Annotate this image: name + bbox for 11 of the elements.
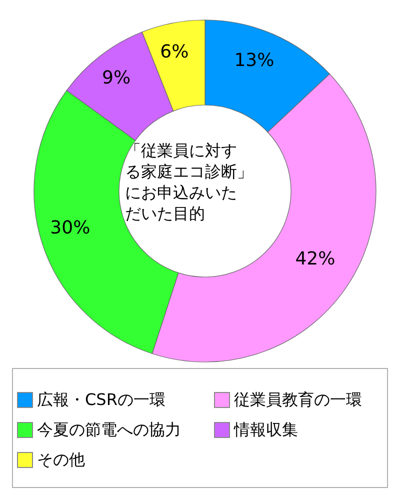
legend-label: 広報・CSRの一環 [37,390,166,410]
text: 「従業員に対する家庭エコ診断」にお申込みいただいた目的 [125,140,254,224]
data-label: 30% [50,218,90,239]
legend-label: 情報収集 [234,420,298,440]
data-label: 6% [160,41,189,62]
legend-label: その他 [37,450,85,470]
data-label: 9% [102,68,131,89]
legend-label: 今夏の節電への協力 [37,420,181,440]
legend-label: 従業員教育の一環 [234,390,362,410]
data-label: 13% [234,50,274,72]
data-label: 42% [295,248,336,270]
